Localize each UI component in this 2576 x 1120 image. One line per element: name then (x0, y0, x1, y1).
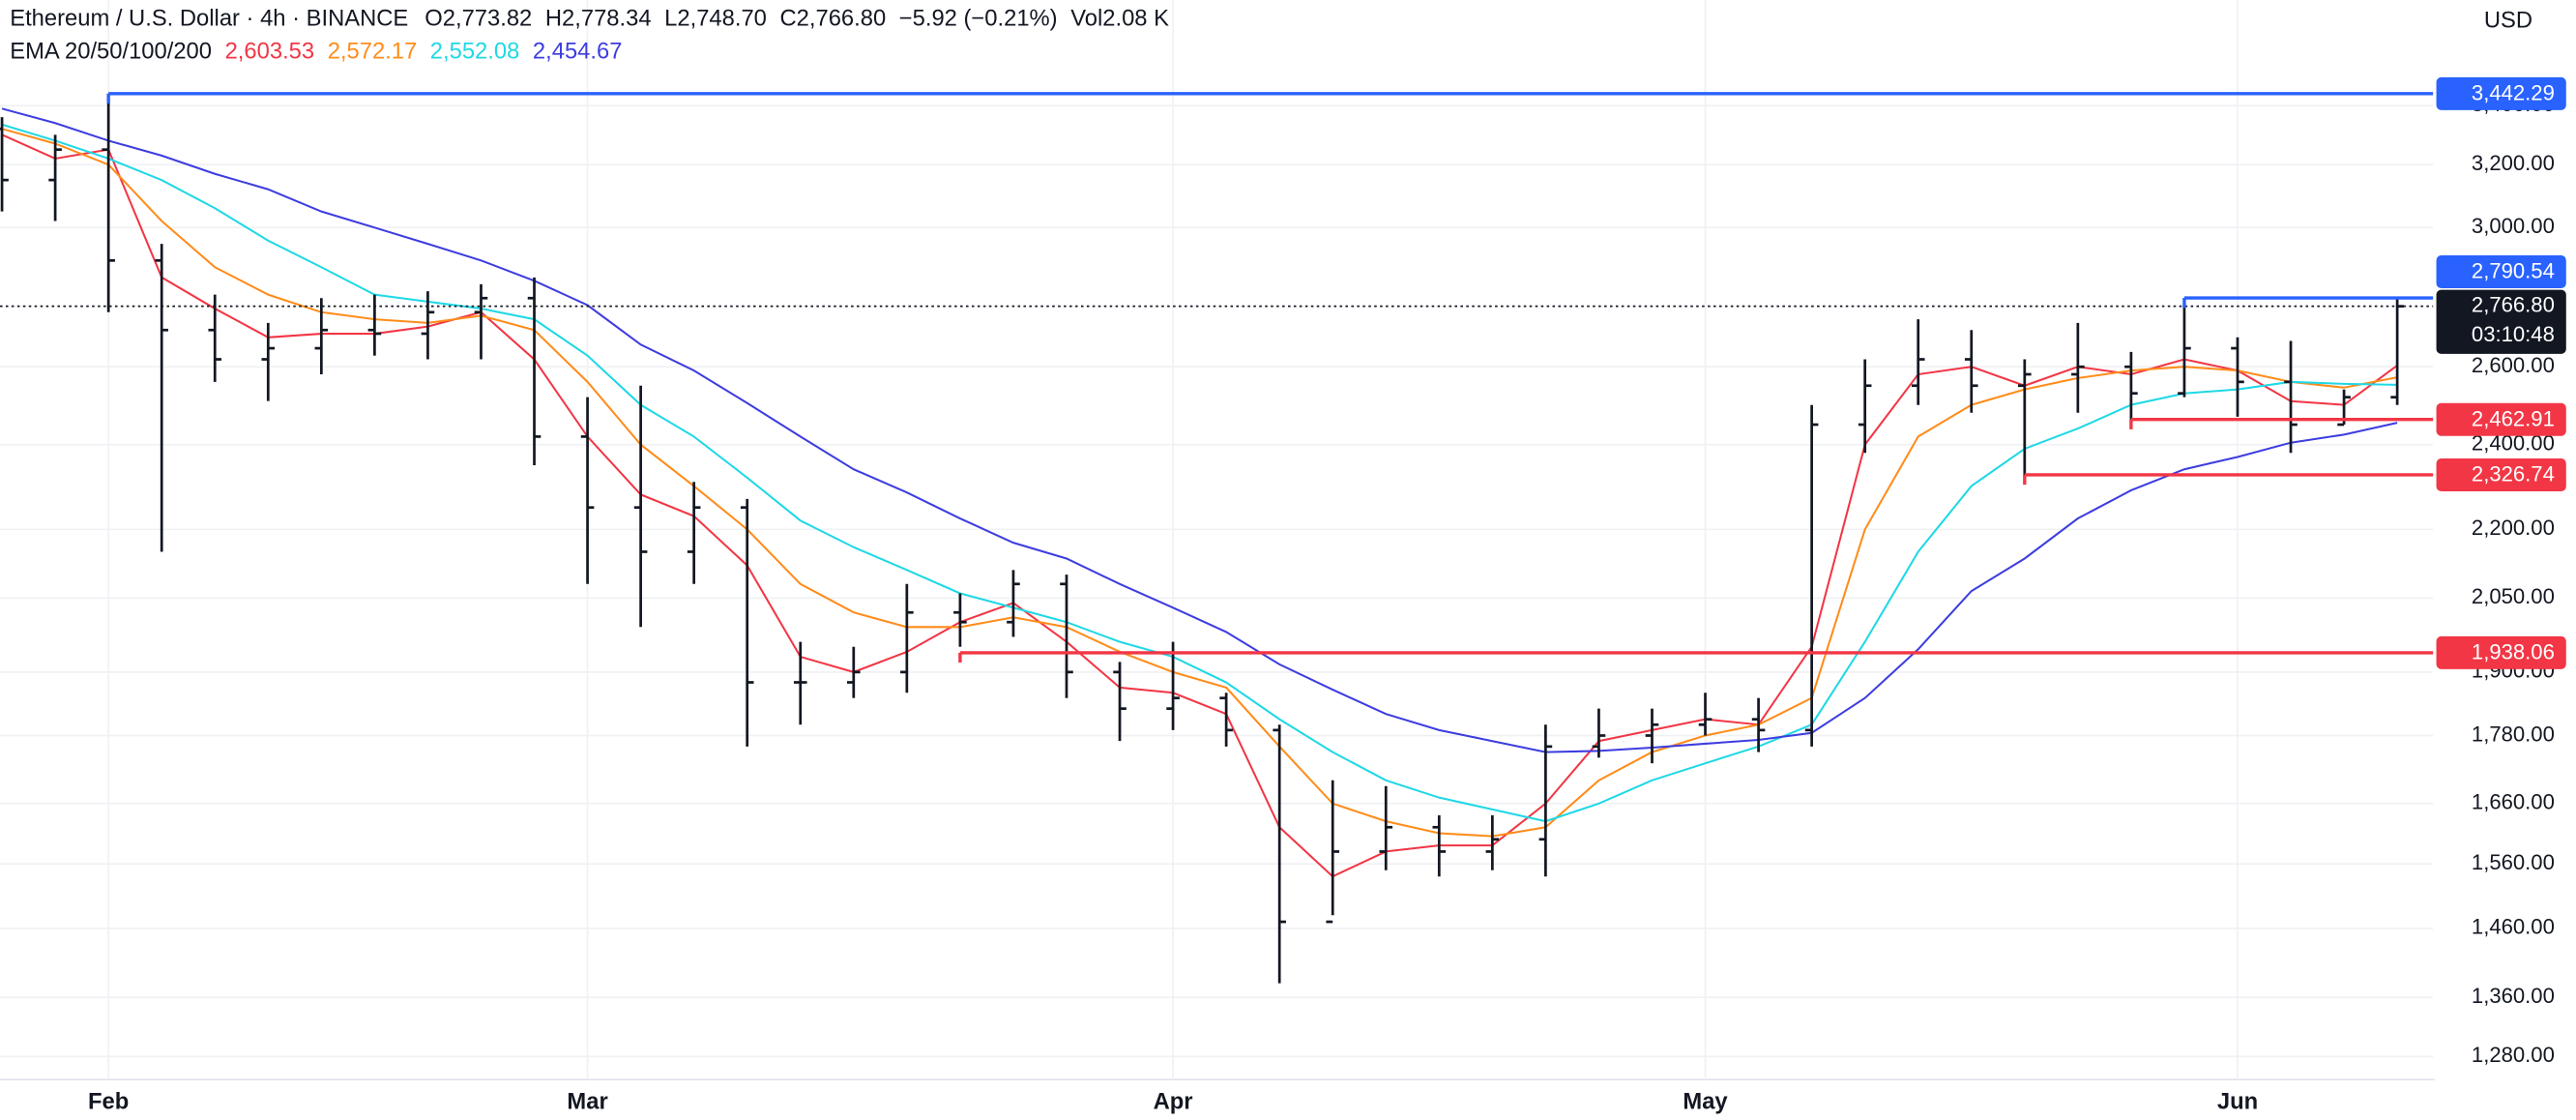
y-tick-label: 1,560.00 (2472, 850, 2555, 874)
volume-key: Vol (1070, 6, 1102, 32)
legend-value: 2,552.08 (430, 39, 520, 65)
x-tick-label: May (1683, 1088, 1728, 1114)
legend-value: 2,454.67 (533, 39, 623, 65)
level-price-label: 2,462.91 (2472, 406, 2555, 430)
ema-layer (1, 107, 2398, 878)
ohlc-key: L (664, 6, 677, 32)
level-price-box (2436, 457, 2566, 491)
y-tick-label: 1,360.00 (2472, 984, 2555, 1008)
legend-value: 2,572.17 (328, 39, 418, 65)
ema-line (1, 128, 2398, 838)
grid-layer (0, 0, 2576, 1081)
ema-legend: EMA 20/50/100/200 2,603.53 2,572.17 2,552.0… (10, 39, 622, 65)
level-price-box (2436, 402, 2566, 436)
level-price-label: 1,938.06 (2472, 640, 2555, 664)
axis-layer: 1,280.00 1,360.00 1,460.00 1,560.00 1,660.00… (88, 0, 2576, 1120)
volume: 2.08 K (1102, 6, 1169, 32)
header: Ethereum / U.S. Dollar · 4h · BINANCE O2,… (10, 6, 2532, 65)
last-price-label: 2,766.80 (2472, 292, 2555, 316)
bars-layer (0, 93, 2404, 984)
ohlc-value: 2,773.82 (443, 6, 533, 32)
countdown-label: 03:10:48 (2472, 322, 2555, 346)
level-price-label: 2,790.54 (2472, 259, 2555, 283)
y-tick-label: 2,600.00 (2472, 353, 2555, 377)
labels-layer: 3,442.29 2,790.54 2,462.91 2,326.74 1,938.06… (2436, 76, 2566, 669)
last-price-box (2436, 289, 2566, 354)
y-tick-label: 3,200.00 (2472, 151, 2555, 175)
levels-layer (0, 92, 2434, 663)
level-price-label: 3,442.29 (2472, 81, 2555, 105)
level-price-label: 2,326.74 (2472, 462, 2555, 486)
ema-line (1, 107, 2398, 753)
ohlc-key: O (424, 6, 443, 32)
header-line: Ethereum / U.S. Dollar · 4h · BINANCE O2,… (10, 6, 1169, 32)
level-price-box (2436, 635, 2566, 669)
ohlc-value: 2,766.80 (797, 6, 887, 32)
x-tick-label: Jun (2217, 1088, 2258, 1114)
ohlc-key: C (779, 6, 796, 32)
ema-line (1, 123, 2398, 823)
x-tick-label: Feb (88, 1088, 129, 1114)
y-tick-label: 2,050.00 (2472, 584, 2555, 608)
level-price-box (2436, 76, 2566, 110)
y-tick-label: 1,660.00 (2472, 790, 2555, 814)
y-tick-label: 2,200.00 (2472, 516, 2555, 540)
ema-line (1, 133, 2398, 878)
y-tick-label: 3,000.00 (2472, 214, 2555, 238)
legend-title: EMA 20/50/100/200 (10, 39, 212, 65)
y-tick-label: 1,280.00 (2472, 1043, 2555, 1067)
x-tick-label: Mar (567, 1088, 607, 1114)
ohlc-key: H (545, 6, 562, 32)
symbol: Ethereum / U.S. Dollar · 4h · BINANCE (10, 6, 408, 32)
level-price-box (2436, 254, 2566, 288)
y-tick-label: 1,780.00 (2472, 722, 2555, 746)
currency: USD (2484, 7, 2532, 33)
change: −5.92 (−0.21%) (899, 6, 1058, 32)
x-tick-label: Apr (1154, 1088, 1193, 1114)
price-axis-bg (2434, 0, 2576, 1120)
y-tick-label: 1,460.00 (2472, 915, 2555, 939)
legend-value: 2,603.53 (225, 39, 315, 65)
ohlc-value: 2,748.70 (677, 6, 767, 32)
ohlc-value: 2,778.34 (562, 6, 652, 32)
